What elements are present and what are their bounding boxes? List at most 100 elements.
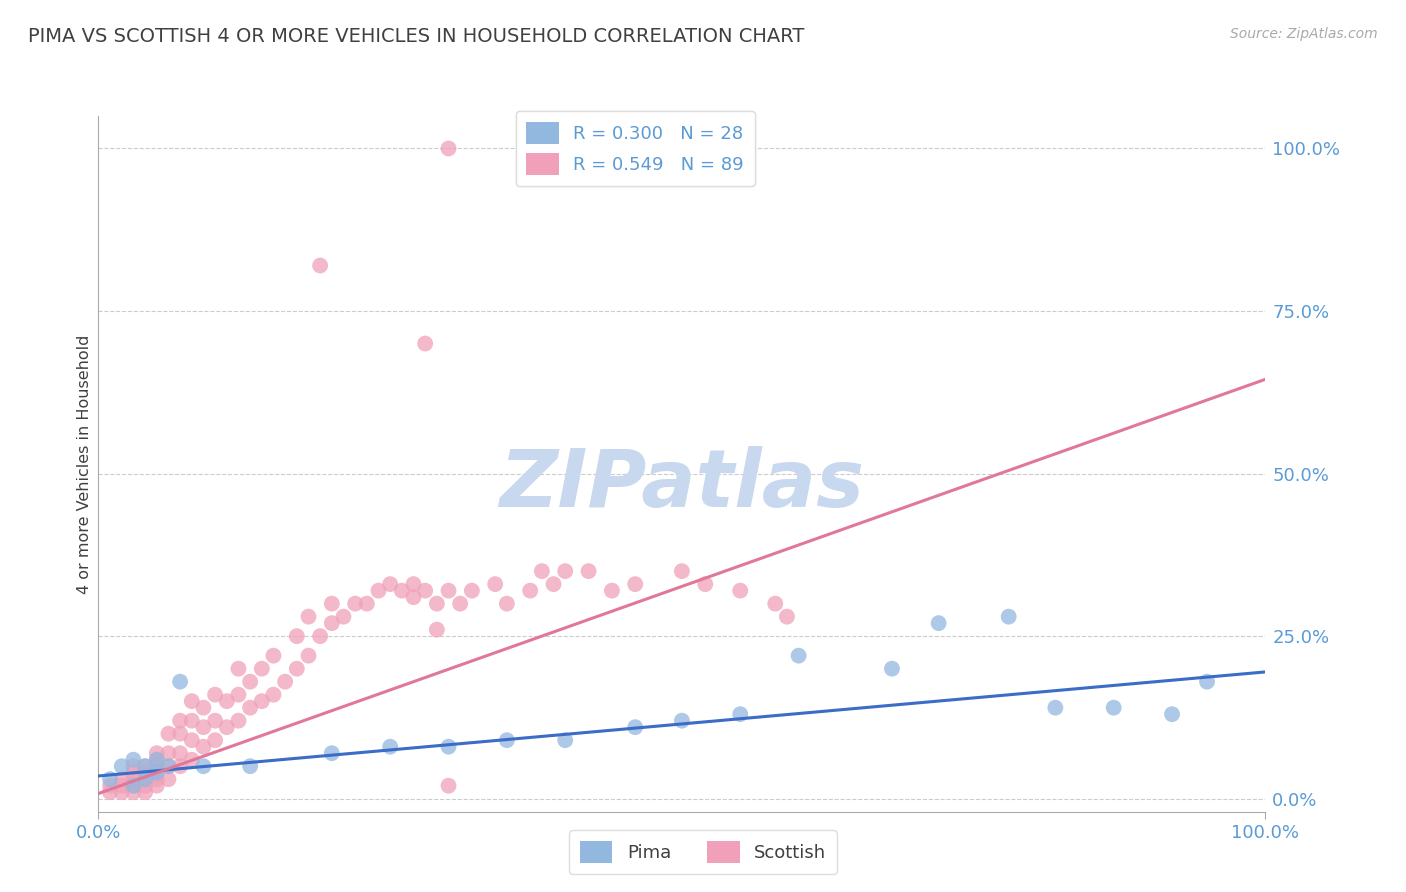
Point [426,597,449,611]
Point [461,583,484,598]
Point [250,694,273,708]
Point [578,564,600,578]
Point [228,662,250,676]
Point [193,720,215,734]
Point [426,623,449,637]
Point [134,779,156,793]
Point [98,779,121,793]
Point [1161,707,1184,722]
Point [332,609,354,624]
Point [437,779,460,793]
Point [180,733,202,747]
Point [624,720,647,734]
Point [378,739,402,754]
Point [391,583,413,598]
Point [880,662,903,676]
Point [356,597,378,611]
Point [157,759,180,773]
Point [285,629,308,643]
Text: PIMA VS SCOTTISH 4 OR MORE VEHICLES IN HOUSEHOLD CORRELATION CHART: PIMA VS SCOTTISH 4 OR MORE VEHICLES IN H… [28,27,804,45]
Point [169,674,191,689]
Point [321,746,343,760]
Point [169,759,191,773]
Point [1102,700,1125,714]
Point [543,577,565,591]
Point [239,759,262,773]
Point [122,753,145,767]
Point [169,727,191,741]
Point [530,564,553,578]
Point [157,772,180,787]
Point [134,759,156,773]
Point [250,662,273,676]
Point [484,577,506,591]
Point [997,609,1019,624]
Point [1195,674,1218,689]
Point [180,714,202,728]
Point [624,577,647,591]
Point [134,785,156,799]
Point [671,564,693,578]
Point [146,772,169,787]
Point [554,564,576,578]
Point [695,577,717,591]
Point [309,259,332,273]
Point [321,597,343,611]
Point [169,714,191,728]
Point [730,583,752,598]
Point [239,700,262,714]
Point [367,583,389,598]
Point [134,772,156,787]
Point [378,577,402,591]
Point [321,616,343,631]
Point [495,733,517,747]
Point [146,753,169,767]
Point [215,720,238,734]
Point [787,648,810,663]
Point [122,759,145,773]
Point [111,779,134,793]
Text: ZIPatlas: ZIPatlas [499,446,865,524]
Point [157,746,180,760]
Point [98,785,121,799]
Point [146,765,169,780]
Point [146,759,169,773]
Point [111,785,134,799]
Point [193,700,215,714]
Point [204,714,226,728]
Y-axis label: 4 or more Vehicles in Household: 4 or more Vehicles in Household [77,334,91,593]
Point [122,779,145,793]
Text: Source: ZipAtlas.com: Source: ZipAtlas.com [1230,27,1378,41]
Point [730,707,752,722]
Point [228,714,250,728]
Point [297,609,319,624]
Point [413,336,436,351]
Point [402,577,425,591]
Point [344,597,367,611]
Legend: Pima, Scottish: Pima, Scottish [569,830,837,874]
Point [228,688,250,702]
Point [285,662,308,676]
Point [519,583,541,598]
Point [146,746,169,760]
Point [169,746,191,760]
Point [157,759,180,773]
Point [239,674,262,689]
Legend: R = 0.300   N = 28, R = 0.549   N = 89: R = 0.300 N = 28, R = 0.549 N = 89 [516,112,755,186]
Point [1045,700,1067,714]
Point [309,629,332,643]
Point [262,688,284,702]
Point [413,583,436,598]
Point [180,753,202,767]
Point [215,694,238,708]
Point [146,779,169,793]
Point [111,759,134,773]
Point [134,765,156,780]
Point [204,733,226,747]
Point [204,688,226,702]
Point [134,772,156,787]
Point [134,759,156,773]
Point [437,141,460,155]
Point [437,583,460,598]
Point [495,597,517,611]
